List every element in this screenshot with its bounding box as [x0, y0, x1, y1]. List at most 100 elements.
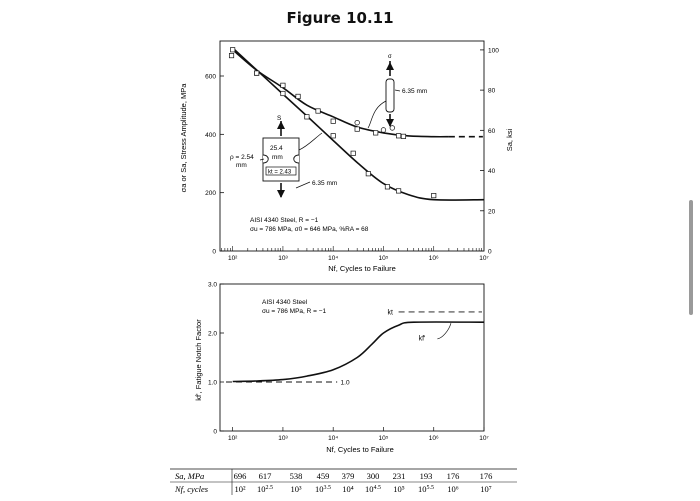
- right-tick-label: 40: [488, 168, 496, 175]
- bottom-y-axis-title: kf', Fatigue Notch Factor: [194, 319, 203, 401]
- top-chart-right-label: Sa, ksi: [505, 128, 514, 151]
- table-cell: 379: [342, 471, 355, 481]
- y-tick-label: 200: [205, 190, 216, 197]
- table-cell: 696: [234, 471, 247, 481]
- smooth-data-point: [373, 130, 379, 136]
- top-chart-points: [228, 47, 437, 199]
- top-chart-axes: 0 200 400 600 0 20 40 60 80 100: [205, 40, 499, 256]
- kt-line-label: kt: [387, 309, 393, 316]
- y-tick-label: 400: [205, 132, 216, 139]
- table-cell: 538: [290, 471, 303, 481]
- smooth-data-point: [254, 70, 260, 76]
- figure-title: Figure 10.11: [286, 9, 394, 27]
- scrollbar[interactable]: [689, 200, 693, 315]
- notch-width-unit: mm: [272, 154, 283, 161]
- right-tick-label: 20: [488, 208, 496, 215]
- x-tick-label: 10⁵: [378, 255, 388, 262]
- smooth-data-point: [295, 93, 301, 99]
- table-cell: 10²: [234, 484, 246, 494]
- bottom-x-tick-label: 10²: [228, 435, 238, 442]
- x-tick-label: 10⁷: [479, 255, 489, 262]
- right-axis-title: Sa, ksi: [505, 128, 514, 151]
- table-cell: 10⁷: [480, 484, 492, 494]
- top-plot-frame: [219, 40, 485, 252]
- table-cell: 176: [480, 471, 493, 481]
- notched-specimen-sketch: S 25.4 mm kt = 2.43 ρ = 2.54 mm 6.35 mm: [230, 115, 337, 198]
- notched-dim-label: 6.35 mm: [312, 180, 337, 187]
- y-tick-label: 600: [205, 74, 216, 81]
- notched-data-point: [304, 114, 310, 120]
- table-cell: 10⁵: [393, 484, 405, 494]
- table-cell: 231: [393, 471, 406, 481]
- top-chart-y-label: σa or Sa, Stress Amplitude, MPa: [179, 83, 188, 193]
- top-chart-x-ticks: 10² 10³ 10⁴ 10⁵ 10⁶ 10⁷: [221, 246, 489, 262]
- smooth-data-point-open: [354, 120, 360, 126]
- rho-unit: mm: [236, 162, 247, 169]
- bottom-y-tick-label: 1.0: [208, 380, 217, 387]
- notched-data-point: [431, 193, 437, 199]
- right-tick-label: 0: [488, 249, 492, 256]
- right-tick-label: 60: [488, 128, 496, 135]
- notched-curve: [232, 47, 485, 201]
- table-cell: 300: [367, 471, 380, 481]
- notched-data-point: [330, 133, 336, 139]
- bottom-y-tick-label: 3.0: [208, 282, 217, 289]
- kt-label: kt = 2.43: [268, 170, 292, 176]
- table-cell: 105.5: [418, 484, 434, 494]
- top-chart-curves: [232, 47, 485, 201]
- bottom-x-axis-title: Nf, Cycles to Failure: [326, 445, 394, 454]
- bottom-y-tick-label: 0: [213, 429, 217, 436]
- smooth-data-point: [354, 126, 360, 132]
- s-symbol: S: [277, 115, 282, 122]
- table-cell: 617: [259, 471, 272, 481]
- kf-curve-label: kf': [419, 335, 426, 342]
- table-row-label-stress: Sa, MPa: [175, 471, 204, 481]
- smooth-data-point-open: [380, 127, 387, 133]
- table-cell: 10⁶: [447, 484, 459, 494]
- notched-data-point: [384, 184, 390, 190]
- notched-data-point: [230, 47, 236, 53]
- notch-width-value: 25.4: [270, 145, 283, 152]
- bottom-x-tick-label: 10³: [278, 435, 288, 442]
- table-cell: 10³: [290, 484, 302, 494]
- x-tick-label: 10³: [278, 255, 288, 262]
- bottom-x-tick-label: 10⁷: [479, 435, 489, 442]
- table-cell: 193: [420, 471, 433, 481]
- notched-data-point: [280, 90, 286, 97]
- bottom-x-tick-label: 10⁶: [429, 435, 439, 442]
- data-table: Sa, MPa 696 617 538 459 379 300 231 193 176 176 Nf,…: [170, 468, 517, 495]
- kf-label-leader: [437, 323, 452, 340]
- bottom-plot-frame: [219, 283, 485, 432]
- smooth-curve: [232, 49, 449, 138]
- sigma-symbol: σ: [388, 54, 392, 60]
- right-tick-label: 100: [488, 47, 499, 54]
- y-axis-title: σa or Sa, Stress Amplitude, MPa: [179, 83, 188, 193]
- smooth-data-point-open: [389, 125, 395, 131]
- table-cell: 103.5: [315, 484, 331, 494]
- bottom-chart-labels: 1.0 kt kf': [341, 309, 452, 387]
- table-cell: 176: [447, 471, 460, 481]
- smooth-data-point: [228, 53, 235, 59]
- bottom-chart-curves: [226, 311, 485, 383]
- bottom-material-label: AISI 4340 Steel: [262, 299, 308, 306]
- smooth-data-point: [280, 82, 286, 88]
- bottom-x-tick-label: 10⁵: [378, 435, 388, 442]
- smooth-data-point: [330, 118, 336, 124]
- notched-data-point: [350, 150, 356, 156]
- smooth-specimen-sketch: σ 6.35 mm: [367, 54, 427, 129]
- y-tick-label: 0: [212, 249, 216, 256]
- kf-curve: [232, 321, 485, 383]
- table-row-label-cycles: Nf, cycles: [174, 484, 209, 494]
- notch-factor-chart: 0 1.0 2.0 3.0 10² 10³ 10⁴ 10⁵ 10⁶ 10⁷ 1.0 kt kf' kf…: [194, 282, 489, 455]
- top-props-label: σu = 786 MPa, σ0 = 646 MPa, %RA = 68: [250, 226, 369, 233]
- x-tick-label: 10⁶: [429, 255, 439, 262]
- smooth-data-point: [400, 133, 407, 139]
- right-tick-label: 80: [488, 88, 496, 95]
- smooth-data-point: [315, 108, 321, 114]
- table-cell: 104.5: [365, 484, 381, 494]
- bottom-x-tick-label: 10⁴: [328, 435, 338, 442]
- bottom-props-label: σu = 786 MPa, R = −1: [262, 308, 327, 315]
- notched-data-point: [396, 188, 402, 194]
- rho-label: ρ = 2.54: [230, 154, 254, 161]
